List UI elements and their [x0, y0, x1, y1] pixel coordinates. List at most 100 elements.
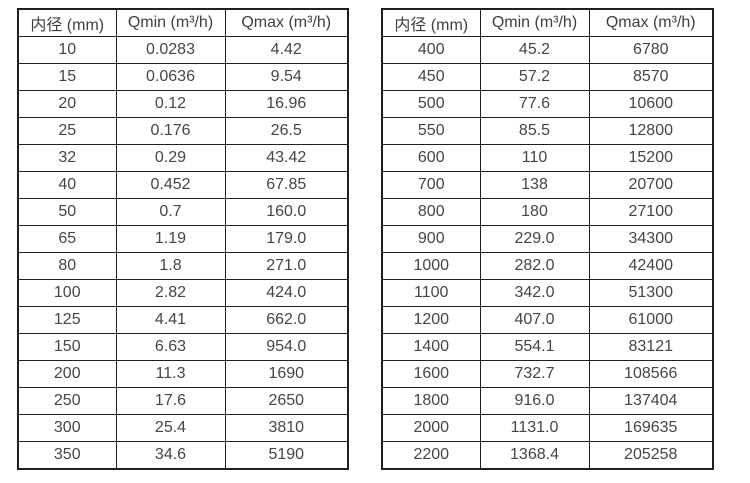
table-cell: 400	[381, 36, 481, 64]
table-cell: 6.63	[115, 333, 226, 361]
table-cell: 45.2	[479, 36, 590, 64]
table-row: 1400 554.1 83121	[381, 333, 714, 361]
header-cell: 内径 (mm)	[381, 8, 481, 37]
table-cell: 180	[479, 198, 590, 226]
table-row: 100 2.82 424.0	[17, 279, 349, 307]
table-cell: 6780	[588, 36, 714, 64]
table-cell: 1100	[381, 279, 481, 307]
table-cell: 916.0	[479, 387, 590, 415]
table-cell: 8570	[588, 63, 714, 91]
table-cell: 200	[17, 360, 117, 388]
table-cell: 15	[17, 63, 117, 91]
table-cell: 25.4	[115, 414, 226, 442]
table-cell: 160.0	[224, 198, 349, 226]
table-cell: 500	[381, 90, 481, 118]
table-row: 1800 916.0 137404	[381, 387, 714, 415]
table-row: 600 110 15200	[381, 144, 714, 172]
table-cell: 25	[17, 117, 117, 145]
table-row: 200 11.3 1690	[17, 360, 349, 388]
table-row: 10 0.0283 4.42	[17, 36, 349, 64]
table-cell: 1000	[381, 252, 481, 280]
table-cell: 9.54	[224, 63, 349, 91]
table-cell: 110	[479, 144, 590, 172]
table-cell: 282.0	[479, 252, 590, 280]
table-cell: 1.19	[115, 225, 226, 253]
table-cell: 34300	[588, 225, 714, 253]
table-cell: 137404	[588, 387, 714, 415]
flow-spec-table-small-diameters: 内径 (mm) Qmin (m³/h) Qmax (m³/h) 10 0.0283 4.4…	[17, 8, 349, 470]
table-row: 400 45.2 6780	[381, 36, 714, 64]
table-row: 15 0.0636 9.54	[17, 63, 349, 91]
table-cell: 600	[381, 144, 481, 172]
table-cell: 0.176	[115, 117, 226, 145]
table-cell: 1400	[381, 333, 481, 361]
table-row: 150 6.63 954.0	[17, 333, 349, 361]
table-cell: 150	[17, 333, 117, 361]
table-row: 1600 732.7 108566	[381, 360, 714, 388]
table-cell: 1368.4	[479, 441, 590, 470]
table-cell: 954.0	[224, 333, 349, 361]
table-cell: 34.6	[115, 441, 226, 470]
header-cell: Qmax (m³/h)	[588, 8, 714, 37]
table-cell: 550	[381, 117, 481, 145]
table-cell: 138	[479, 171, 590, 199]
table-cell: 5190	[224, 441, 349, 470]
table-cell: 662.0	[224, 306, 349, 334]
table-cell: 16.96	[224, 90, 349, 118]
table-row: 20 0.12 16.96	[17, 90, 349, 118]
table-cell: 100	[17, 279, 117, 307]
table-cell: 450	[381, 63, 481, 91]
table-cell: 4.41	[115, 306, 226, 334]
table-row: 2000 1131.0 169635	[381, 414, 714, 442]
table-cell: 300	[17, 414, 117, 442]
table-cell: 80	[17, 252, 117, 280]
table-cell: 0.29	[115, 144, 226, 172]
table-row: 50 0.7 160.0	[17, 198, 349, 226]
table-row: 2200 1368.4 205258	[381, 441, 714, 470]
table-row: 80 1.8 271.0	[17, 252, 349, 280]
table-row: 1200 407.0 61000	[381, 306, 714, 334]
table-cell: 2200	[381, 441, 481, 470]
table-cell: 2650	[224, 387, 349, 415]
table-cell: 57.2	[479, 63, 590, 91]
table-row: 350 34.6 5190	[17, 441, 349, 470]
table-cell: 1600	[381, 360, 481, 388]
table-row: 25 0.176 26.5	[17, 117, 349, 145]
table-row: 1000 282.0 42400	[381, 252, 714, 280]
header-cell: 内径 (mm)	[17, 8, 117, 37]
table-cell: 125	[17, 306, 117, 334]
table-row: 800 180 27100	[381, 198, 714, 226]
table-cell: 0.0283	[115, 36, 226, 64]
table-cell: 15200	[588, 144, 714, 172]
table-row: 500 77.6 10600	[381, 90, 714, 118]
table-cell: 0.7	[115, 198, 226, 226]
table-cell: 179.0	[224, 225, 349, 253]
tables-container: 内径 (mm) Qmin (m³/h) Qmax (m³/h) 10 0.0283 4.4…	[17, 8, 714, 470]
table-row: 700 138 20700	[381, 171, 714, 199]
table-cell: 2000	[381, 414, 481, 442]
table-cell: 229.0	[479, 225, 590, 253]
table-cell: 77.6	[479, 90, 590, 118]
table-cell: 32	[17, 144, 117, 172]
table-cell: 20	[17, 90, 117, 118]
table-cell: 1690	[224, 360, 349, 388]
table-cell: 250	[17, 387, 117, 415]
header-cell: Qmax (m³/h)	[224, 8, 349, 37]
table-cell: 67.85	[224, 171, 349, 199]
table-cell: 17.6	[115, 387, 226, 415]
table-cell: 108566	[588, 360, 714, 388]
table-cell: 0.452	[115, 171, 226, 199]
table-cell: 85.5	[479, 117, 590, 145]
table-row: 300 25.4 3810	[17, 414, 349, 442]
header-row: 内径 (mm) Qmin (m³/h) Qmax (m³/h)	[17, 8, 349, 37]
table-cell: 1131.0	[479, 414, 590, 442]
table-cell: 1.8	[115, 252, 226, 280]
table-cell: 1200	[381, 306, 481, 334]
table-cell: 61000	[588, 306, 714, 334]
table-cell: 10	[17, 36, 117, 64]
header-row: 内径 (mm) Qmin (m³/h) Qmax (m³/h)	[381, 8, 714, 37]
table-row: 65 1.19 179.0	[17, 225, 349, 253]
table-cell: 342.0	[479, 279, 590, 307]
table-row: 550 85.5 12800	[381, 117, 714, 145]
table-cell: 407.0	[479, 306, 590, 334]
